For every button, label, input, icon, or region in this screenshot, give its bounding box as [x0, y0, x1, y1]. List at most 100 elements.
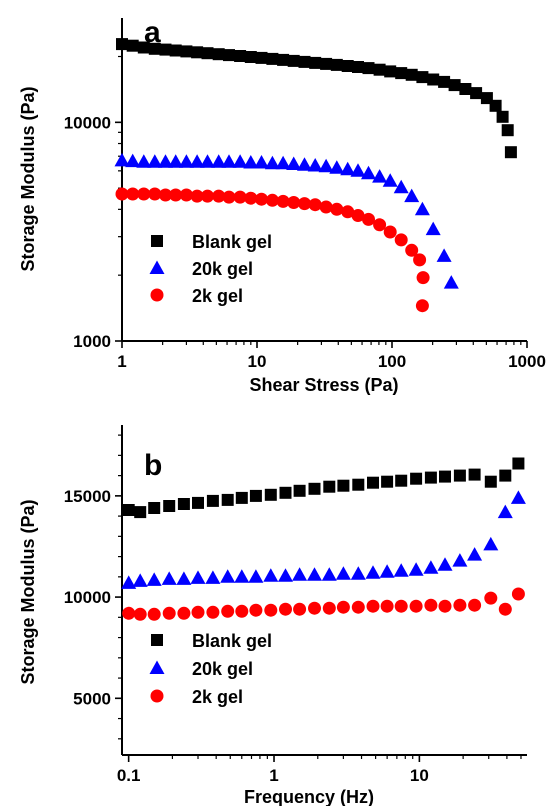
panel-b-data-point: [438, 599, 452, 613]
panel-a-legend-label: Blank gel: [192, 232, 272, 252]
panel-a-data-point: [221, 154, 237, 168]
panel-b-legend-marker: [150, 689, 164, 703]
panel-a-legend-label: 20k gel: [192, 259, 253, 279]
panel-a-legend-marker: [151, 235, 163, 247]
panel-a-data-point: [169, 188, 183, 202]
panel-a-data-point: [126, 187, 140, 201]
panel-a-data-point: [264, 155, 280, 170]
panel-a-data-point: [448, 79, 461, 92]
panel-b-data-point: [190, 570, 206, 584]
panel-b-chart: b Frequency (Hz) Storage Modulus (Pa) 0.…: [18, 425, 527, 806]
panel-b-legend: Blank gel 20k gel 2k gel: [149, 631, 272, 707]
panel-b-data-point: [424, 471, 437, 484]
panel-b-data-point: [467, 547, 483, 561]
panel-b-data-point: [453, 598, 467, 612]
panel-a-data-point: [414, 201, 430, 216]
panel-b-data-point: [221, 493, 234, 506]
panel-b-data-point: [468, 598, 482, 612]
panel-a-data-point: [384, 65, 397, 78]
panel-a-data-point: [169, 44, 182, 57]
panel-a-data-point: [330, 58, 343, 71]
panel-a-data-point: [137, 41, 150, 54]
panel-b-data-point: [395, 474, 408, 487]
panel-a-data-point: [191, 46, 204, 59]
panel-b-data-point: [235, 491, 248, 504]
panel-b-data-point: [483, 536, 499, 551]
panel-a-data-point: [416, 71, 429, 84]
panel-a-data-point: [320, 57, 333, 70]
panel-a-data-point: [126, 39, 139, 52]
panel-a-data-point: [470, 87, 483, 100]
panel-b-data-point: [235, 604, 249, 618]
panel-a-data-point: [459, 83, 472, 95]
panel-a-data-point: [298, 55, 311, 68]
panel-b-legend-label: Blank gel: [192, 631, 272, 651]
panel-a-data-point: [116, 38, 128, 51]
panel-a-data-point: [318, 158, 334, 173]
panel-b-data-point: [452, 553, 468, 567]
panel-a-data-point: [373, 63, 386, 76]
panel-a-chart: a Shear Stress (Pa) Storage Modulus (Pa)…: [18, 16, 546, 395]
panel-b-data-point: [367, 476, 379, 489]
panel-b-x-tick-label: 10: [410, 766, 429, 785]
panel-b-data-point: [146, 572, 162, 586]
panel-a-data-point: [415, 299, 429, 313]
panel-a-x-tick-label: 1000: [508, 352, 546, 371]
panel-b-data-point: [122, 504, 135, 516]
panel-b-letter: b: [144, 449, 162, 482]
panel-a-data-point: [383, 225, 397, 239]
panel-b-legend-label: 20k gel: [192, 659, 253, 679]
panel-b-data-point: [148, 502, 161, 514]
panel-a-data-point: [330, 202, 344, 216]
panel-b-data-point: [177, 606, 191, 620]
panel-a-data-point: [189, 154, 205, 168]
panel-a-data-point: [287, 54, 300, 67]
panel-b-data-point: [248, 569, 264, 583]
panel-a-data-point: [298, 197, 311, 211]
panel-a-legend-marker: [149, 260, 165, 274]
panel-a-legend-label: 2k gel: [192, 286, 243, 306]
panel-a-data-point: [361, 165, 376, 180]
panel-b-data-point: [278, 568, 293, 582]
panel-b-data-point: [249, 489, 262, 502]
panel-a-data-point: [159, 188, 172, 202]
panel-b-y-axis-title: Storage Modulus (Pa): [18, 499, 38, 684]
panel-a-data-point: [382, 173, 398, 187]
panel-b-data-point: [379, 564, 395, 578]
panel-a-data-point: [137, 187, 151, 201]
panel-a-data-point: [286, 156, 302, 170]
panel-a-data-point: [115, 187, 129, 201]
panel-b-data-point: [439, 470, 451, 483]
panel-a-data-point: [427, 73, 440, 86]
panel-a-data-point: [254, 155, 269, 169]
panel-a-data-point: [504, 146, 517, 159]
panel-a-data-point: [352, 61, 364, 73]
panel-b-data-point: [206, 605, 220, 619]
panel-a-data-point: [307, 158, 323, 172]
panel-b-data-point: [264, 488, 277, 501]
panel-a-data-point: [255, 51, 268, 64]
panel-b-data-point: [381, 475, 394, 488]
panel-a-series-blank-gel: [116, 38, 517, 159]
panel-b-x-axis-title: Frequency (Hz): [244, 787, 374, 806]
panel-a-data-point: [373, 218, 387, 232]
panel-a-data-point: [443, 275, 459, 289]
panel-b-data-point: [453, 469, 466, 482]
panel-a-data-point: [416, 271, 430, 285]
panel-b-data-point: [162, 606, 176, 620]
panel-a-x-tick-label: 1: [117, 352, 126, 371]
panel-a-data-point: [501, 124, 514, 137]
panel-a-data-point: [168, 154, 184, 168]
panel-a-data-point: [275, 155, 291, 170]
panel-a-data-point: [340, 161, 356, 176]
panel-b-x-tick-label: 1: [269, 766, 278, 785]
panel-a-data-point: [404, 188, 420, 203]
panel-b-data-point: [498, 602, 512, 616]
panel-a-y-tick-label: 10000: [64, 113, 111, 132]
panel-b-data-point: [323, 480, 336, 493]
panel-b-data-point: [161, 571, 177, 585]
panel-a-data-point: [244, 191, 258, 205]
panel-a-data-point: [496, 110, 509, 123]
panel-b-data-point: [121, 575, 137, 589]
panel-a-data-point: [394, 233, 408, 247]
